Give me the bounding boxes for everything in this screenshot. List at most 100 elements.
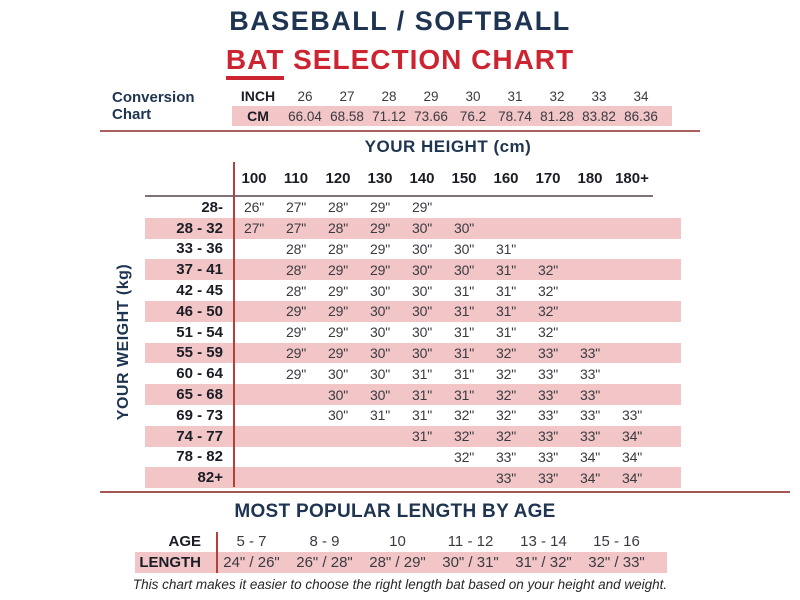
bat-length-cell: 30"	[370, 365, 390, 382]
age-range-cell: 11 - 12	[447, 533, 494, 550]
bat-length-cell: 34"	[622, 428, 642, 445]
height-axis-title: YOUR HEIGHT (cm)	[364, 137, 532, 156]
height-table-row: 74 - 77 31" 32" 32" 33" 33" 34"	[145, 425, 681, 447]
bat-length-cell: 30"	[412, 220, 432, 237]
bat-length-cell: 33"	[538, 365, 558, 382]
bat-length-cell: 31"	[412, 428, 432, 445]
bat-length-cell: 32"	[496, 365, 516, 382]
weight-range-label: 28-	[201, 198, 223, 216]
bat-length-cell: 34"	[622, 448, 642, 465]
subtitle-underlined-word: BAT	[225, 44, 285, 80]
bat-length-cell: 33"	[538, 428, 558, 445]
height-table-row: 65 - 68 30" 30" 31" 31" 32" 33" 33"	[145, 384, 681, 405]
bat-length-cell: 27"	[286, 199, 306, 216]
bat-length-cell: 33"	[580, 386, 600, 403]
conversion-table: INCH 26 27 28 29 30 31 32 33 34 CM 66.04 68.58 71.…	[232, 86, 672, 126]
bat-length-cell: 28"	[286, 240, 306, 257]
bat-length-cell: 33"	[580, 407, 600, 424]
height-table-row: 28 - 32 27" 27" 28" 29" 30" 30"	[145, 217, 681, 239]
bat-length-cell: 29"	[328, 303, 348, 320]
conversion-value: 78.74	[498, 108, 532, 124]
length-value-cell: 28" / 29"	[369, 554, 426, 571]
conversion-inch-row: INCH 26 27 28 29 30 31 32 33 34	[232, 86, 672, 106]
bat-length-cell: 26"	[244, 199, 264, 216]
bat-length-cell: 32"	[538, 282, 558, 299]
bat-length-cell: 29"	[370, 261, 390, 278]
height-table-row: 82+ 33" 33" 34" 34"	[145, 467, 681, 489]
vertical-divider-line	[233, 162, 235, 487]
height-column-header: 100	[241, 170, 267, 187]
bat-length-cell: 30"	[328, 407, 348, 424]
bat-length-cell: 31"	[454, 365, 474, 382]
weight-range-label: 74 - 77	[176, 427, 223, 445]
height-column-header: 150	[451, 170, 477, 187]
weight-range-label: 65 - 68	[176, 386, 223, 404]
page-subtitle: BAT SELECTION CHART	[0, 44, 800, 80]
height-table-row: 51 - 54 29" 29" 30" 30" 31" 31" 32"	[145, 322, 681, 343]
conversion-value: 33	[591, 88, 607, 104]
age-range-cell: 10	[389, 533, 406, 550]
length-value-cell: 32" / 33"	[588, 554, 645, 571]
weight-range-label: 28 - 32	[176, 219, 223, 237]
conversion-value: 28	[381, 88, 397, 104]
age-row: AGE 5 - 7 8 - 9 10 11 - 12 13 - 14 15 - 16	[135, 531, 667, 552]
bat-length-cell: 30"	[370, 324, 390, 341]
length-row: LENGTH 24" / 26" 26" / 28" 28" / 29" 30" / …	[135, 552, 667, 573]
bat-length-cell: 32"	[538, 324, 558, 341]
bat-length-cell: 30"	[412, 240, 432, 257]
weight-range-label: 33 - 36	[176, 240, 223, 258]
bat-length-cell: 31"	[454, 303, 474, 320]
length-value-cell: 31" / 32"	[515, 554, 572, 571]
height-column-header: 180+	[615, 170, 649, 187]
conversion-value: 73.66	[414, 108, 448, 124]
bat-length-cell: 31"	[454, 386, 474, 403]
conversion-value: 66.04	[288, 108, 322, 124]
bat-length-cell: 30"	[412, 261, 432, 278]
bat-length-cell: 33"	[580, 344, 600, 361]
conversion-value: 76.2	[459, 108, 487, 124]
bat-length-cell: 34"	[622, 469, 642, 486]
bat-length-cell: 29"	[286, 324, 306, 341]
height-table-row: 42 - 45 28" 29" 30" 30" 31" 31" 32"	[145, 280, 681, 301]
conversion-value: 26	[297, 88, 313, 104]
age-range-cell: 5 - 7	[236, 533, 267, 550]
bat-length-cell: 32"	[538, 261, 558, 278]
conversion-value: 27	[339, 88, 355, 104]
height-column-header: 130	[367, 170, 393, 187]
bat-length-cell: 29"	[370, 199, 390, 216]
bat-length-cell: 31"	[412, 365, 432, 382]
bat-length-cell: 33"	[538, 448, 558, 465]
bat-length-cell: 33"	[538, 344, 558, 361]
conversion-chart-section: Conversion Chart INCH 26 27 28 29 30 31 32 33 34…	[112, 86, 672, 126]
bat-length-cell: 33"	[538, 469, 558, 486]
bat-length-cell: 27"	[244, 220, 264, 237]
page-title: BASEBALL / SOFTBALL	[229, 6, 571, 36]
length-row-label: LENGTH	[139, 554, 201, 571]
age-range-cell: 15 - 16	[593, 533, 640, 550]
age-row-label: AGE	[168, 533, 201, 550]
height-weight-table: 100 110 120 130 140 150 160 170 180 180+ 28- 26" 27…	[145, 162, 681, 489]
bat-length-cell: 28"	[328, 199, 348, 216]
bat-length-cell: 31"	[496, 324, 516, 341]
bat-length-cell: 34"	[580, 448, 600, 465]
cm-row-label: CM	[247, 108, 269, 124]
age-length-table: AGE 5 - 7 8 - 9 10 11 - 12 13 - 14 15 - 16 LE…	[135, 531, 667, 573]
weight-axis-title: YOUR WEIGHT (kg)	[115, 263, 132, 421]
bat-length-cell: 31"	[412, 386, 432, 403]
subtitle-rest: SELECTION CHART	[284, 44, 575, 75]
bat-length-cell: 30"	[454, 261, 474, 278]
bat-length-cell: 34"	[580, 469, 600, 486]
bat-length-cell: 32"	[454, 428, 474, 445]
bat-length-cell: 33"	[496, 469, 516, 486]
height-column-header: 180	[577, 170, 603, 187]
weight-range-label: 55 - 59	[176, 344, 223, 362]
bat-length-cell: 31"	[454, 282, 474, 299]
height-table-row: 55 - 59 29" 29" 30" 30" 31" 32" 33" 33"	[145, 342, 681, 364]
bat-length-cell: 30"	[412, 303, 432, 320]
conversion-value: 81.28	[540, 108, 574, 124]
bat-length-cell: 33"	[622, 407, 642, 424]
conversion-value: 86.36	[624, 108, 658, 124]
height-column-header: 160	[493, 170, 519, 187]
bat-length-cell: 31"	[496, 303, 516, 320]
bat-length-cell: 33"	[538, 386, 558, 403]
